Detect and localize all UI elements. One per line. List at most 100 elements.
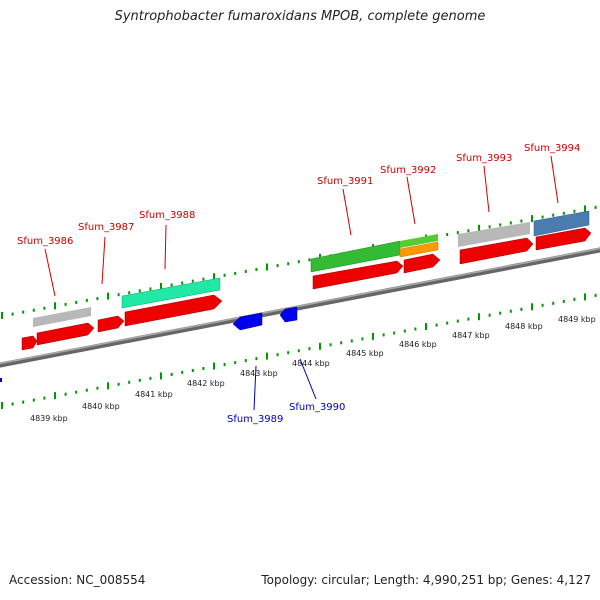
forward-tick: [11, 312, 14, 316]
forward-tick: [54, 302, 56, 310]
cds-arrow-fwd-3994: [535, 227, 592, 251]
kbp-label-4839: 4839 kbp: [30, 414, 68, 423]
reverse-tick: [319, 342, 321, 350]
kbp-label-4842: 4842 kbp: [187, 379, 225, 388]
gene-label-sfum-3993: Sfum_3993: [456, 153, 512, 164]
forward-tick: [488, 225, 491, 229]
forward-tick: [107, 292, 109, 300]
reverse-tick: [149, 376, 152, 380]
feature-gray-3986: [33, 307, 91, 327]
reverse-tick: [541, 303, 544, 307]
reverse-tick: [266, 352, 268, 360]
reverse-tick: [170, 372, 173, 376]
reverse-tick: [85, 388, 88, 392]
kbp-scale-labels: 4839 kbp 4840 kbp 4841 kbp 4842 kbp 4843…: [30, 315, 596, 423]
forward-tick: [128, 291, 131, 295]
kbp-label-4847: 4847 kbp: [452, 331, 490, 340]
leader-3994: [550, 155, 559, 204]
reverse-tick: [467, 317, 470, 321]
gene-label-sfum-3991: Sfum_3991: [317, 176, 373, 187]
forward-tick: [520, 219, 523, 223]
forward-tick: [96, 297, 99, 301]
reverse-tick: [191, 369, 194, 372]
cds-arrow-fwd-3988: [124, 294, 223, 327]
gene-label-sfum-3990: Sfum_3990: [289, 402, 345, 413]
reverse-tick: [181, 370, 184, 374]
gene-label-sfum-3987: Sfum_3987: [78, 222, 134, 233]
forward-tick: [32, 308, 35, 312]
forward-tick: [456, 231, 459, 235]
reverse-tick: [54, 392, 56, 400]
reverse-tick: [160, 372, 162, 380]
genome-summary-text: Topology: circular; Length: 4,990,251 bp…: [261, 573, 591, 587]
reverse-tick: [276, 353, 279, 357]
forward-tick: [255, 268, 258, 271]
leader-3993: [483, 165, 490, 213]
reverse-tick: [594, 293, 597, 297]
forward-tick: [584, 205, 586, 213]
forward-tick: [117, 293, 120, 297]
kbp-label-4841: 4841 kbp: [135, 390, 173, 399]
left-edge-marker: [0, 378, 2, 382]
forward-tick: [64, 302, 67, 306]
gene-label-sfum-3994: Sfum_3994: [524, 143, 580, 154]
feature-teal-3988: [121, 277, 221, 309]
forward-tick: [160, 282, 162, 290]
reverse-tick: [234, 361, 237, 365]
gene-label-sfum-3989: Sfum_3989: [227, 414, 283, 425]
reverse-tick: [552, 301, 555, 305]
forward-tick: [541, 215, 544, 219]
reverse-tick: [202, 367, 205, 370]
forward-tick: [446, 233, 449, 237]
cds-arrow-fwd-3992: [403, 253, 441, 274]
cds-arrow-fwd-3993: [459, 237, 534, 265]
reverse-tick: [435, 323, 438, 327]
forward-tick: [562, 211, 565, 215]
forward-tick: [43, 306, 46, 310]
reverse-tick: [531, 303, 533, 311]
reverse-tick: [128, 380, 131, 384]
forward-tick: [287, 262, 290, 266]
kbp-label-4846: 4846 kbp: [399, 340, 437, 349]
reverse-tick: [213, 362, 215, 370]
forward-tick: [234, 271, 237, 275]
leader-3986: [44, 248, 56, 297]
reverse-tick: [562, 299, 565, 303]
feature-orange-3992: [399, 241, 439, 258]
forward-tick: [22, 310, 25, 314]
kbp-label-4840: 4840 kbp: [82, 402, 120, 411]
forward-tick: [1, 312, 3, 319]
reverse-tick: [520, 307, 523, 311]
reverse-tick: [255, 357, 258, 361]
forward-tick: [509, 221, 512, 225]
kbp-label-4848: 4848 kbp: [505, 322, 543, 331]
forward-tick: [191, 279, 194, 283]
gene-label-sfum-3986: Sfum_3986: [17, 236, 73, 247]
forward-tick: [213, 273, 215, 281]
leader-3988: [164, 224, 167, 270]
reverse-tick: [308, 347, 311, 351]
reverse-tick: [361, 337, 364, 341]
accession-text: Accession: NC_008554: [9, 573, 146, 587]
forward-tick: [478, 224, 480, 232]
forward-tick: [181, 281, 184, 285]
forward-tick: [276, 264, 279, 268]
forward-tick: [573, 209, 576, 213]
forward-tick: [223, 273, 226, 277]
cds-arrow-fwd-3987: [97, 315, 125, 333]
reverse-strand-ticks: [1, 293, 597, 409]
leader-3987: [101, 236, 106, 285]
forward-tick: [552, 213, 555, 217]
reverse-tick: [446, 321, 449, 325]
gene-label-sfum-3992: Sfum_3992: [380, 165, 436, 176]
forward-tick: [170, 283, 173, 287]
feature-steelblue-3994: [533, 210, 590, 237]
reverse-tick: [64, 392, 67, 396]
reverse-tick: [478, 313, 480, 321]
forward-tick: [308, 258, 311, 262]
leader-3992: [406, 176, 416, 225]
forward-tick: [138, 289, 141, 293]
reverse-tick: [22, 400, 25, 404]
